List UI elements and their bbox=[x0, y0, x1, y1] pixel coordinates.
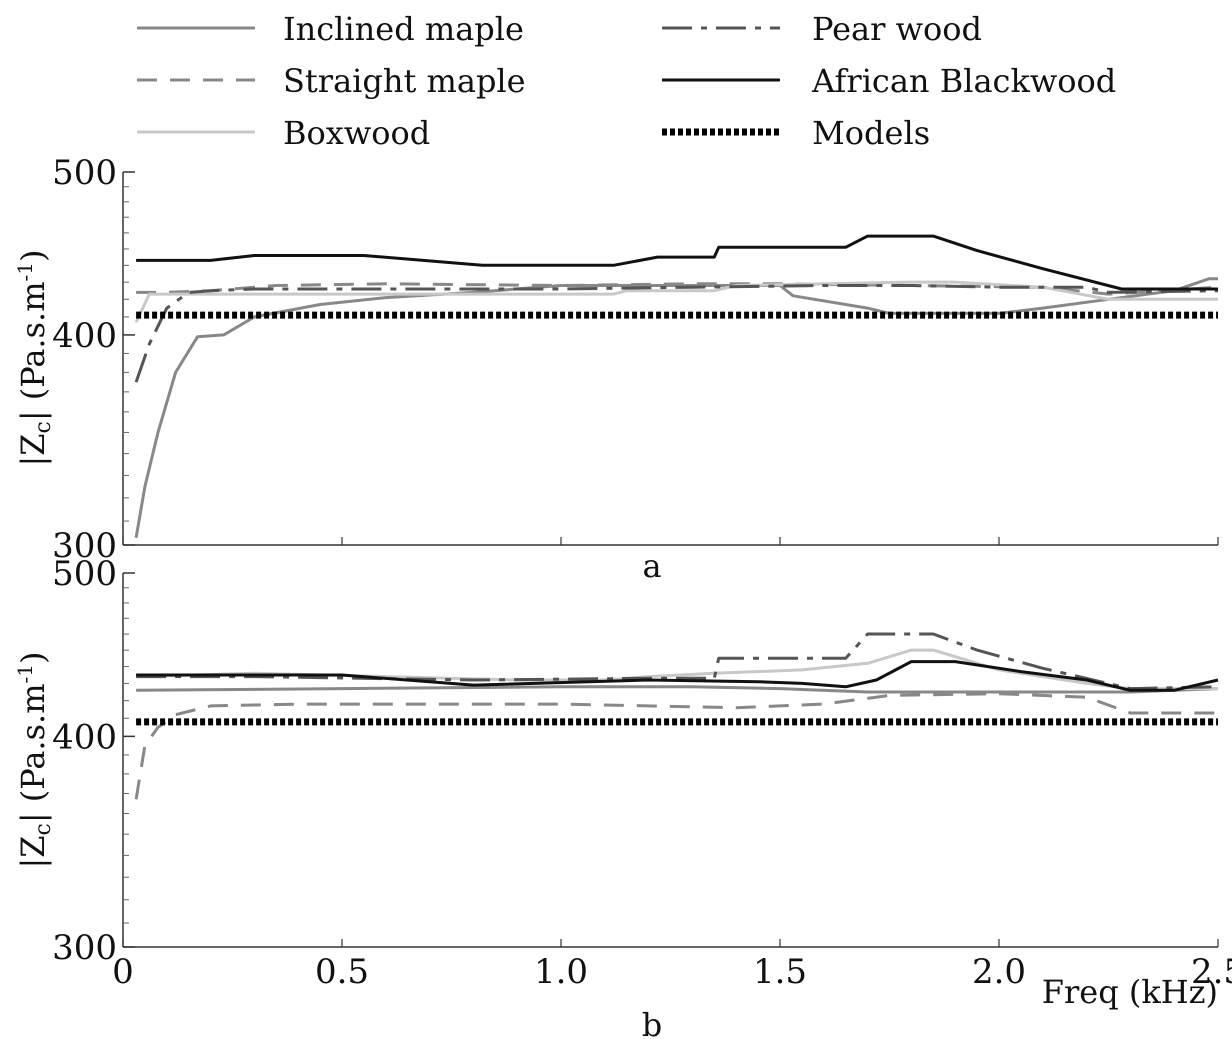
panel-b-y-tick-label: 500 bbox=[52, 554, 117, 594]
panel-a: 300 400 500 |Zc| (Pa.s.m-1) a bbox=[13, 153, 1219, 585]
legend-item-african-blackwood: African Blackwood bbox=[662, 62, 1116, 100]
legend-label: Straight maple bbox=[283, 62, 526, 100]
panel-a-series-african-blackwood bbox=[136, 234, 1218, 291]
legend-item-models: Models bbox=[662, 114, 930, 152]
panel-b-label: b bbox=[642, 1006, 662, 1039]
panel-a-axes: 300 400 500 |Zc| (Pa.s.m-1) bbox=[13, 153, 1219, 566]
legend-item-straight-maple: Straight maple bbox=[137, 62, 526, 100]
panel-b-x-tick-label: 0 bbox=[112, 952, 134, 992]
panel-a-series-boxwood bbox=[134, 280, 1218, 323]
panel-a-label: a bbox=[642, 547, 661, 585]
panel-a-y-axis-label: |Zc| (Pa.s.m-1) bbox=[13, 249, 56, 466]
panel-a-y-tick-label: 400 bbox=[52, 316, 117, 356]
legend-label: Pear wood bbox=[812, 10, 982, 48]
panel-a-series-pear-wood bbox=[134, 284, 1219, 383]
panel-b-y-tick-label: 400 bbox=[52, 717, 117, 757]
panel-b-series-inclined-maple bbox=[136, 685, 1219, 694]
panel-a-y-tick-label: 300 bbox=[52, 526, 117, 566]
legend-label: Inclined maple bbox=[283, 10, 524, 48]
legend-label: Models bbox=[812, 114, 930, 152]
panel-b-x-tick-label: 1.0 bbox=[534, 952, 588, 992]
legend-label: Boxwood bbox=[283, 114, 430, 152]
panel-b: 300 400 500 0 0.5 1.0 1.5 2.0 2.5 |Zc| (Pa.s.m-1)… bbox=[13, 554, 1232, 1039]
legend-item-inclined-maple: Inclined maple bbox=[137, 10, 524, 48]
panel-a-y-tick-label: 500 bbox=[52, 153, 117, 193]
panel-b-series-straight-maple bbox=[134, 692, 1218, 800]
panel-a-series bbox=[134, 234, 1219, 538]
legend: Inclined maple Straight maple Boxwood Pear … bbox=[137, 10, 1116, 152]
panel-b-series-boxwood bbox=[136, 648, 1218, 691]
legend-item-boxwood: Boxwood bbox=[137, 114, 430, 152]
panel-b-x-tick-label: 2.0 bbox=[972, 952, 1026, 992]
panel-b-series-african-blackwood bbox=[136, 660, 1219, 692]
panel-b-y-tick-label: 300 bbox=[52, 928, 117, 968]
legend-item-pear-wood: Pear wood bbox=[662, 10, 982, 48]
panel-b-y-axis-label: |Zc| (Pa.s.m-1) bbox=[13, 651, 56, 868]
panel-b-x-tick-label: 1.5 bbox=[753, 952, 807, 992]
panel-b-series bbox=[134, 632, 1219, 800]
x-axis-label: Freq (kHz) bbox=[1042, 973, 1218, 1011]
panel-b-series-pear-wood bbox=[136, 632, 1219, 691]
legend-label: African Blackwood bbox=[811, 62, 1116, 100]
panel-b-axes: 300 400 500 0 0.5 1.0 1.5 2.0 2.5 |Zc| (Pa.s.m-1) bbox=[13, 554, 1232, 992]
panel-b-x-tick-label: 2.5 bbox=[1191, 952, 1232, 992]
panel-b-x-tick-label: 0.5 bbox=[315, 952, 369, 992]
